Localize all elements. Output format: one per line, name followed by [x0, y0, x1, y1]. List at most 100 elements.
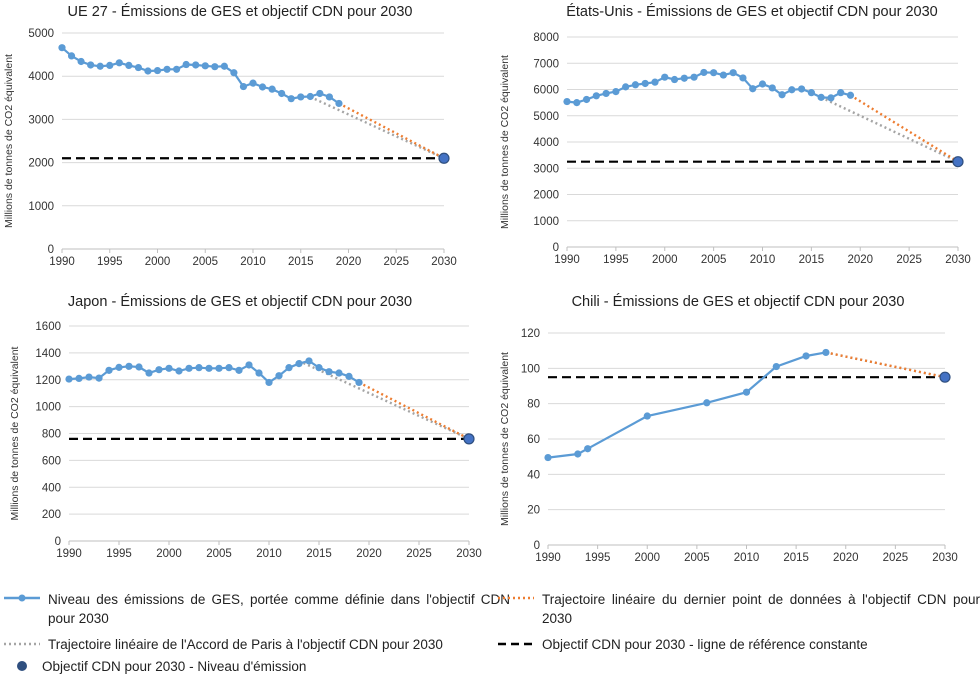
- x-tick-label: 1995: [106, 548, 132, 560]
- emissions-point: [772, 362, 780, 371]
- emissions-point: [768, 84, 776, 92]
- emissions-point: [788, 86, 796, 94]
- x-tick-label: 2030: [945, 254, 971, 266]
- legend-trajectory-paris-swatch: [4, 642, 40, 646]
- emissions-point: [306, 92, 314, 101]
- y-tick-label: 100: [521, 363, 540, 375]
- emissions-point: [295, 360, 303, 368]
- chart-title: UE 27 - Émissions de GES et objectif CDN…: [68, 3, 413, 20]
- x-tick-label: 2005: [701, 254, 727, 266]
- chart-panel-4: Chili - Émissions de GES et objectif CDN…: [499, 293, 958, 564]
- legend-item-trajectory-last: Trajectoire linéaire du dernier point de…: [496, 590, 980, 630]
- x-tick-label: 2025: [383, 256, 409, 268]
- y-axis-label: Millions de tonnes de CO2 équivalent: [9, 346, 21, 520]
- y-tick-label: 120: [521, 328, 540, 340]
- y-tick-label: 800: [42, 429, 61, 441]
- emissions-point: [602, 89, 610, 98]
- emissions-point: [817, 93, 825, 101]
- y-tick-label: 200: [42, 509, 61, 521]
- y-tick-label: 5000: [533, 111, 559, 123]
- emissions-point: [710, 69, 718, 77]
- emissions-point: [563, 97, 571, 106]
- y-tick-label: 7000: [533, 58, 559, 70]
- emissions-point: [846, 91, 855, 99]
- emissions-point: [195, 364, 203, 372]
- emissions-point: [58, 44, 66, 52]
- emissions-point: [225, 364, 233, 372]
- y-tick-label: 8000: [533, 32, 559, 44]
- emissions-point: [703, 399, 711, 407]
- x-tick-label: 1995: [603, 254, 629, 266]
- y-axis-label: Millions de tonnes de CO2 équivalent: [499, 352, 511, 526]
- emissions-point: [573, 99, 581, 107]
- x-tick-label: 1990: [535, 552, 561, 564]
- emissions-point: [278, 89, 286, 98]
- last-point-trajectory-line: [849, 94, 959, 163]
- emissions-point: [67, 52, 76, 60]
- emissions-point: [758, 80, 767, 88]
- y-tick-label: 6000: [533, 85, 559, 97]
- emissions-point: [680, 74, 688, 82]
- legend-trajectory-last-swatch: [498, 596, 534, 600]
- legend-constant-line-label: Objectif CDN pour 2030 - ligne de référe…: [542, 637, 868, 652]
- y-tick-label: 0: [55, 536, 61, 548]
- x-tick-label: 2030: [431, 256, 457, 268]
- x-tick-label: 2005: [684, 552, 710, 564]
- legend-trajectory-last-label: Trajectoire linéaire du dernier point de…: [542, 592, 980, 626]
- emissions-point: [255, 369, 263, 377]
- y-tick-label: 2000: [28, 158, 54, 170]
- emissions-point: [719, 71, 728, 79]
- emissions-point: [265, 378, 273, 387]
- emissions-point: [215, 364, 223, 372]
- emissions-point: [230, 69, 238, 77]
- emissions-point: [305, 357, 313, 365]
- emissions-point: [643, 412, 651, 420]
- emissions-point: [239, 82, 248, 91]
- emissions-point: [802, 352, 810, 360]
- emissions-point: [661, 73, 669, 81]
- x-tick-label: 1990: [49, 256, 75, 268]
- chart-panel-3: Japon - Émissions de GES et objectif CDN…: [9, 293, 482, 560]
- emissions-point: [749, 85, 757, 93]
- emissions-point: [807, 89, 815, 97]
- y-tick-label: 3000: [533, 163, 559, 175]
- emissions-point: [275, 372, 283, 380]
- emissions-point: [592, 92, 600, 100]
- emissions-point: [582, 95, 591, 104]
- emissions-point: [77, 57, 85, 66]
- emissions-point: [258, 83, 267, 91]
- x-tick-label: 2000: [156, 548, 182, 560]
- emissions-point: [235, 366, 243, 374]
- emissions-point: [798, 85, 806, 93]
- chart-title: Chili - Émissions de GES et objectif CDN…: [572, 293, 905, 310]
- x-tick-label: 1990: [56, 548, 82, 560]
- emissions-point: [211, 63, 219, 71]
- emissions-point: [175, 367, 183, 375]
- y-tick-label: 4000: [28, 71, 54, 83]
- y-tick-label: 600: [42, 455, 61, 467]
- emissions-point: [165, 364, 173, 372]
- emissions-point: [125, 61, 133, 69]
- legend-item-constant-line: Objectif CDN pour 2030 - ligne de référe…: [496, 635, 980, 655]
- x-tick-label: 2020: [847, 254, 873, 266]
- emissions-point: [287, 95, 295, 103]
- x-tick-label: 2005: [192, 256, 218, 268]
- x-tick-label: 2030: [932, 552, 958, 564]
- x-tick-label: 2000: [652, 254, 678, 266]
- emissions-point: [205, 364, 213, 372]
- last-point-trajectory-line: [825, 351, 946, 379]
- emissions-series-line: [68, 359, 360, 384]
- paris-trajectory-line: [820, 96, 959, 163]
- y-tick-label: 60: [527, 434, 540, 446]
- legend-target-point-label: Objectif CDN pour 2030 - Niveau d'émissi…: [42, 659, 307, 674]
- emissions-point: [325, 93, 333, 101]
- emissions-point: [115, 59, 123, 67]
- emissions-point: [85, 373, 93, 381]
- emissions-point: [584, 445, 592, 453]
- y-tick-label: 1000: [35, 402, 61, 414]
- legend-item-target-point: Objectif CDN pour 2030 - Niveau d'émissi…: [2, 657, 492, 677]
- emissions-point: [544, 453, 552, 462]
- emissions-point: [700, 68, 708, 77]
- emissions-point: [739, 74, 747, 82]
- emissions-point: [87, 61, 95, 69]
